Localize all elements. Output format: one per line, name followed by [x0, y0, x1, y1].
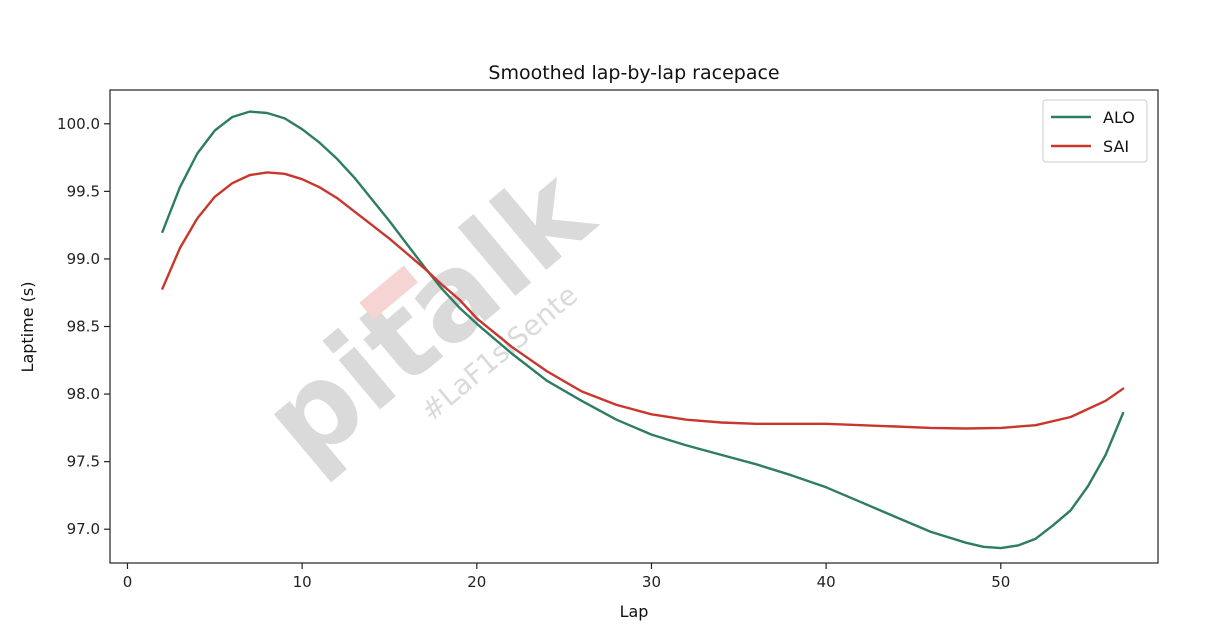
watermark: pitalk #LaF1siSente	[237, 140, 619, 492]
y-tick-label: 98.5	[67, 318, 100, 336]
y-axis-ticks: 97.0 97.5 98.0 98.5 99.0 99.5 100.0	[57, 115, 110, 538]
legend-label-alo: ALO	[1103, 108, 1135, 127]
y-tick-label: 98.0	[67, 385, 100, 403]
y-tick-label: 99.0	[67, 250, 100, 268]
x-axis-ticks: 0 10 20 30 40 50	[123, 563, 1010, 591]
series-line-sai	[161, 171, 1125, 430]
x-tick-label: 20	[467, 573, 486, 591]
x-tick-label: 40	[817, 573, 836, 591]
plot-area	[109, 89, 1159, 564]
legend: ALO SAI	[1042, 99, 1148, 163]
chart-title: Smoothed lap-by-lap racepace	[488, 62, 779, 84]
series-group	[161, 110, 1125, 550]
y-tick-label: 97.0	[67, 520, 100, 538]
series-line-alo	[161, 110, 1125, 550]
watermark-accent-shape	[359, 265, 418, 320]
x-tick-label: 50	[991, 573, 1010, 591]
y-tick-label: 99.5	[67, 182, 100, 200]
x-tick-label: 30	[642, 573, 661, 591]
x-tick-label: 0	[123, 573, 133, 591]
x-axis-label: Lap	[620, 602, 649, 621]
y-tick-label: 97.5	[67, 453, 100, 471]
x-tick-label: 10	[293, 573, 312, 591]
y-tick-label: 100.0	[57, 115, 100, 133]
y-axis-label: Laptime (s)	[18, 282, 37, 373]
legend-label-sai: SAI	[1103, 137, 1129, 156]
